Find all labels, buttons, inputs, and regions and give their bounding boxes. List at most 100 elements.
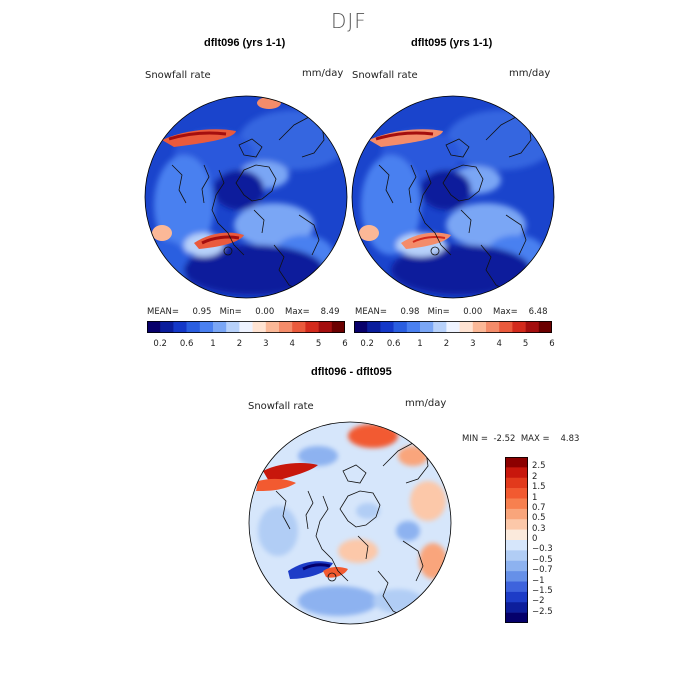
panel2-colorbar-swatch [380,321,394,333]
diff-colorbar-tick-label: 2.5 [532,461,546,472]
diff-colorbar-swatch [505,508,528,520]
diff-colorbar-tick-label: −0.3 [532,544,553,555]
panel1-colorbar-tick-label: 1 [210,339,215,349]
diff-colorbar-swatch [505,457,528,468]
panel2-colorbar-swatch [499,321,513,333]
diff-minmax: MIN = -2.52 MAX = 4.83 [462,434,579,444]
panel1-title: dflt096 (yrs 1-1) [204,37,286,49]
panel2-colorbar-tick-label: 5 [523,339,528,349]
panel1-max-label: Max= [285,307,310,317]
panel1-colorbar-swatch [318,321,333,333]
diff-colorbar-swatch [505,488,528,499]
panel1-colorbar-swatch [160,321,174,333]
panel1-colorbar-swatch [279,321,293,333]
panel2-colorbar-tick-label: 6 [549,339,554,349]
panel1-colorbar-swatch [199,321,214,333]
panel2-mean-value: 0.98 [400,307,420,317]
panel2-field-label: Snowfall rate [352,70,418,81]
diff-colorbar-tick-label: 1 [532,492,538,503]
panel2-colorbar-swatch [433,321,447,333]
panel2-colorbar-swatch [393,321,408,333]
diff-map [248,421,452,625]
panel2-colorbar-swatch [420,321,434,333]
panel2-min-value: 0.00 [463,307,483,317]
diff-colorbar-swatch [505,560,528,572]
panel1-max-value: 8.49 [320,307,340,317]
panel1-colorbar-tick-label: 3 [263,339,268,349]
diff-colorbar-tick-label: 1.5 [532,482,546,493]
diff-colorbar-tick-label: −0.7 [532,565,553,576]
diff-colorbar [505,457,528,623]
panel2-colorbar-tick-label: 3 [470,339,475,349]
diff-colorbar-tick-label: −2 [532,596,545,607]
panel1-colorbar-swatch [305,321,319,333]
panel2-max-label: Max= [493,307,518,317]
panel2-colorbar-swatch [472,321,487,333]
panel2-colorbar-tick-label: 2 [444,339,449,349]
panel1-units: mm/day [302,68,344,79]
diff-colorbar-swatch [505,581,528,593]
panel2-colorbar [354,321,552,333]
panel2-colorbar-ticks: 0.2 0.6 1 2 3 4 5 6 [360,339,554,349]
panel1-field-label: Snowfall rate [145,70,211,81]
panel2-colorbar-swatch [525,321,540,333]
diff-colorbar-tick-label: −1 [532,575,545,586]
diff-colorbar-swatch [505,529,528,541]
diff-colorbar-labels: 2.5 2 1.5 1 0.7 0.5 0.3 0 −0.3 −0.5 −0.7 −1 −1.5 −2 −2… [532,457,582,623]
panel1-map [144,95,348,299]
panel2-colorbar-swatch [459,321,474,333]
panel2-colorbar-swatch [512,321,526,333]
diff-colorbar-swatch [505,571,528,582]
panel2-colorbar-tick-label: 4 [496,339,501,349]
diff-colorbar-swatch [505,498,528,510]
panel2-colorbar-swatch [538,321,552,333]
diff-field-label: Snowfall rate [248,401,314,412]
diff-colorbar-swatch [505,550,528,562]
diff-max-value: 4.83 [560,434,580,444]
panel2-colorbar-swatch [446,321,460,333]
panel1-colorbar-tick-label: 5 [316,339,321,349]
panel1-colorbar-swatch [252,321,267,333]
diff-title: dflt096 - dflt095 [311,366,392,378]
diff-colorbar-swatch [505,477,528,489]
panel1-colorbar-tick-label: 0.2 [153,339,167,349]
panel1-stats: MEAN= 0.95 Min= 0.00 Max= 8.49 [147,307,340,317]
panel1-colorbar-swatch [226,321,240,333]
season-title: DJF [331,9,367,33]
panel1-min-value: 0.00 [255,307,275,317]
panel1-colorbar-tick-label: 0.6 [180,339,194,349]
panel1-colorbar-swatch [292,321,306,333]
diff-colorbar-swatch [505,602,528,613]
diff-min-label: MIN = [462,434,489,444]
panel1-colorbar-swatch [239,321,253,333]
panel2-colorbar-tick-label: 0.6 [387,339,401,349]
panel2-mean-label: MEAN= [355,307,387,317]
diff-colorbar-swatch [505,519,528,530]
panel1-mean-value: 0.95 [192,307,212,317]
diff-colorbar-swatch [505,467,528,479]
panel1-colorbar-swatch [213,321,227,333]
diff-colorbar-tick-label: 0.7 [532,502,546,513]
panel1-colorbar-swatch [147,321,161,333]
panel2-title: dflt095 (yrs 1-1) [411,37,493,49]
panel1-colorbar-swatch [265,321,280,333]
diff-colorbar-tick-label: 0 [532,534,538,544]
panel2-colorbar-swatch [354,321,368,333]
panel2-colorbar-tick-label: 0.2 [360,339,374,349]
panel2-colorbar-tick-label: 1 [417,339,422,349]
diff-colorbar-tick-label: 0.3 [532,523,546,534]
panel2-map [351,95,555,299]
panel1-mean-label: MEAN= [147,307,179,317]
panel1-colorbar-swatch [331,321,345,333]
panel1-colorbar-swatch [186,321,201,333]
diff-min-value: -2.52 [493,434,516,444]
diff-colorbar-tick-label: −2.5 [532,606,553,617]
diff-colorbar-tick-label: −0.5 [532,554,553,565]
panel1-min-label: Min= [219,307,242,317]
diff-colorbar-tick-label: 2 [532,471,538,482]
diff-colorbar-tick-label: 0.5 [532,513,546,524]
panel2-max-value: 6.48 [528,307,548,317]
diff-max-label: MAX = [520,434,550,444]
panel2-colorbar-swatch [486,321,500,333]
panel2-min-label: Min= [427,307,450,317]
